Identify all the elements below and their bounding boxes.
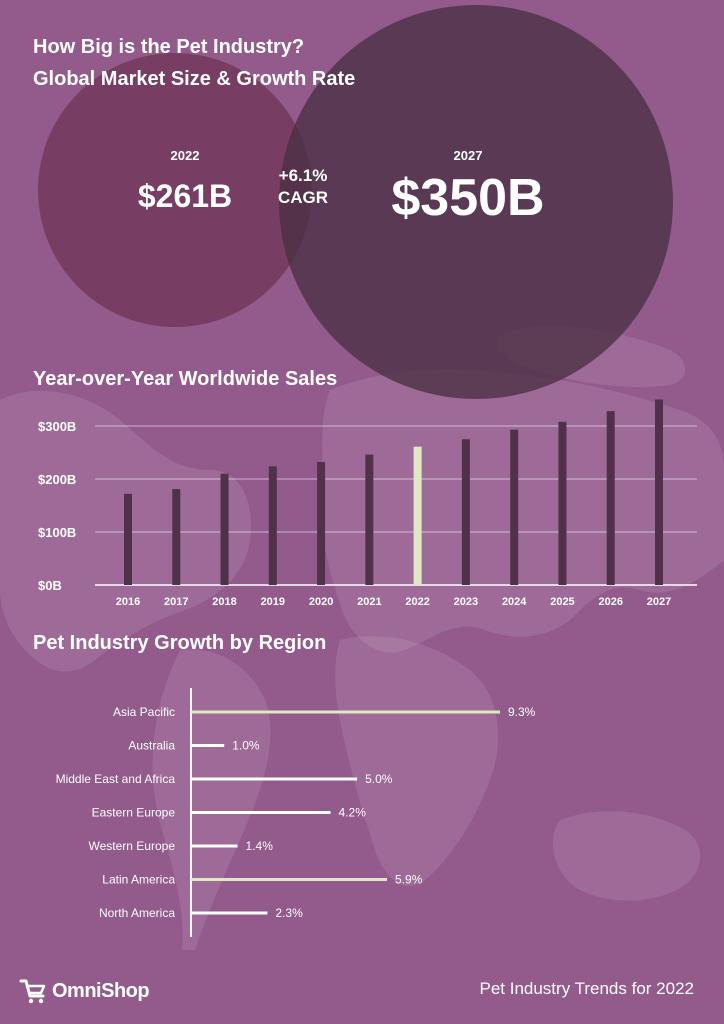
y-tick-label: $0B — [38, 578, 62, 593]
region-label: Western Europe — [89, 839, 176, 853]
cagr-label: CAGR — [277, 188, 329, 207]
bar-2020 — [317, 462, 326, 585]
circle-2022 — [38, 53, 312, 327]
market-size-2027: $350B — [391, 169, 545, 227]
world-map-background — [0, 326, 724, 950]
yoy-sales-chart: $0B $100B $200B $300B 2016 2017 2018 2019 2020 20… — [38, 399, 697, 608]
x-tick-label: 2017 — [164, 596, 188, 608]
bar-2016 — [124, 493, 132, 585]
x-tick-label: 2024 — [502, 596, 527, 608]
x-tick-label: 2022 — [405, 596, 429, 608]
region-value-label: 2.3% — [275, 906, 303, 920]
page-title-line2: Global Market Size & Growth Rate — [33, 68, 356, 90]
region-label: Middle East and Africa — [56, 772, 176, 786]
region-value-label: 4.2% — [339, 806, 367, 820]
year-2022-label: 2022 — [170, 148, 200, 163]
region-label: Australia — [128, 739, 175, 753]
circle-2027 — [279, 5, 673, 399]
market-size-2022: $261B — [137, 178, 233, 214]
region-value-label: 1.4% — [246, 839, 274, 853]
x-tick-label: 2027 — [647, 596, 671, 608]
x-tick-label: 2019 — [261, 596, 285, 608]
x-tick-label: 2026 — [598, 596, 622, 608]
shopping-cart-icon — [19, 979, 46, 1004]
region-section-title: Pet Industry Growth by Region — [33, 632, 327, 654]
x-tick-label: 2018 — [212, 596, 236, 608]
bar-2027 — [655, 399, 663, 585]
bar-2021 — [365, 454, 374, 585]
region-label: North America — [99, 906, 175, 920]
region-value-label: 5.9% — [395, 873, 423, 887]
region-value-label: 9.3% — [508, 705, 536, 719]
y-tick-label: $300B — [38, 419, 76, 434]
bar-2017 — [172, 489, 181, 585]
x-tick-label: 2020 — [309, 596, 333, 608]
footer-tagline: Pet Industry Trends for 2022 — [479, 979, 694, 998]
bar-2019 — [268, 466, 277, 585]
x-tick-label: 2025 — [550, 596, 574, 608]
x-tick-label: 2021 — [357, 596, 381, 608]
region-label: Asia Pacific — [113, 705, 175, 719]
cagr-value: +6.1% — [278, 166, 328, 185]
bar-2025 — [558, 421, 567, 585]
region-value-label: 1.0% — [232, 739, 260, 753]
x-tick-label: 2016 — [116, 596, 140, 608]
bar-2026 — [606, 411, 615, 585]
brand-name: OmniShop — [52, 979, 150, 1002]
region-label: Latin America — [102, 873, 175, 887]
region-label: Eastern Europe — [92, 806, 176, 820]
bar-2024 — [510, 429, 519, 585]
bar-2023 — [461, 439, 470, 585]
region-value-label: 5.0% — [365, 772, 393, 786]
bar-2022 — [413, 446, 422, 585]
omnishop-logo[interactable]: OmniShop — [18, 976, 150, 1006]
year-2027-label: 2027 — [453, 148, 483, 163]
x-tick-label: 2023 — [454, 596, 478, 608]
bar-2018 — [220, 473, 229, 585]
region-growth-chart: Asia Pacific 9.3% Australia 1.0% Middle East… — [56, 688, 536, 937]
y-tick-label: $200B — [38, 472, 76, 487]
yoy-section-title: Year-over-Year Worldwide Sales — [33, 368, 338, 390]
page-title-line1: How Big is the Pet Industry? — [33, 36, 305, 58]
y-tick-label: $100B — [38, 525, 76, 540]
